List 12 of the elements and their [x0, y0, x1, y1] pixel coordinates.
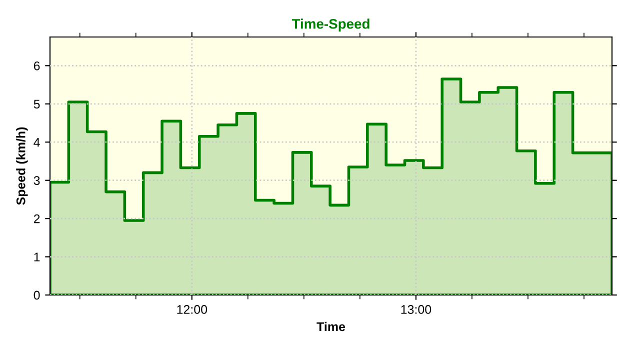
- y-tick-label: 4: [34, 138, 40, 147]
- y-tick-label: 1: [34, 252, 40, 262]
- y-tick-label: 6: [34, 61, 40, 70]
- y-tick-label: 5: [34, 100, 40, 109]
- x-tick-label: 12:00: [177, 305, 208, 314]
- x-tick-label: 13:00: [401, 305, 432, 314]
- x-axis-title: Time: [316, 322, 346, 332]
- y-tick-label: 2: [34, 214, 40, 224]
- y-tick-label: 0: [34, 290, 40, 300]
- y-axis-title: Speed (km/h): [16, 127, 28, 205]
- chart-title: Time-Speed: [292, 18, 370, 32]
- y-tick-label: 3: [34, 176, 40, 185]
